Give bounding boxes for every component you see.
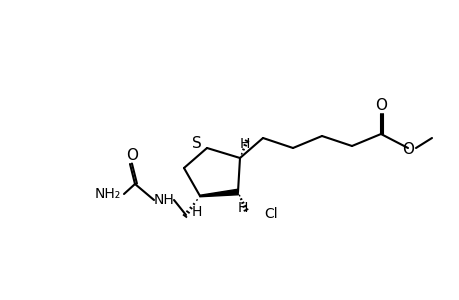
- Text: NH: NH: [153, 193, 174, 207]
- Polygon shape: [200, 189, 238, 197]
- Text: Cl: Cl: [263, 207, 277, 221]
- Text: O: O: [401, 142, 413, 157]
- Text: H: H: [239, 137, 250, 151]
- Text: H: H: [191, 205, 202, 219]
- Text: H: H: [237, 201, 248, 215]
- Text: O: O: [374, 98, 386, 112]
- Text: NH₂: NH₂: [95, 187, 121, 201]
- Text: O: O: [126, 148, 138, 163]
- Text: S: S: [192, 136, 202, 152]
